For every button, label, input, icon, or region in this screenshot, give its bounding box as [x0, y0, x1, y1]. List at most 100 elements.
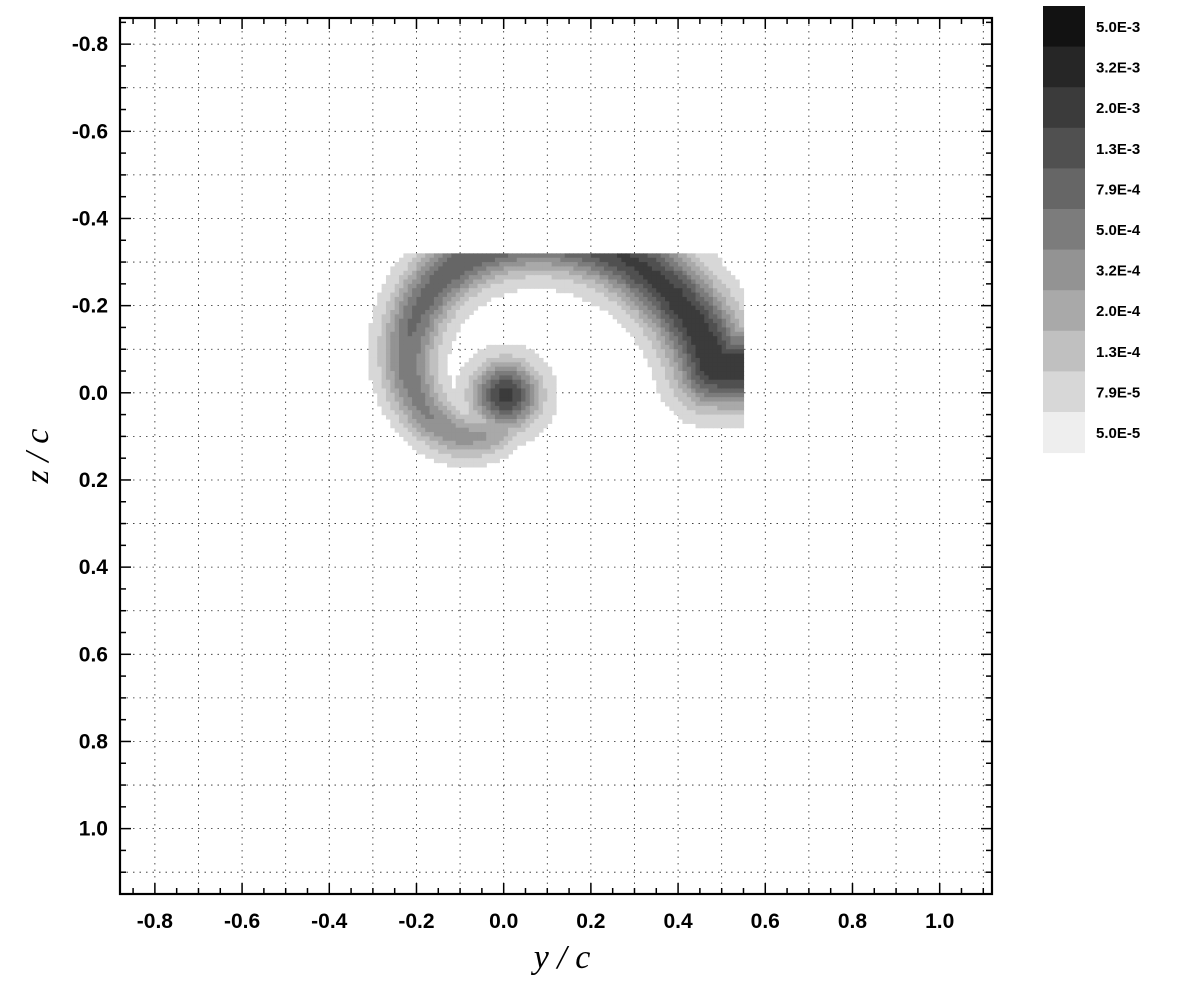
field-cell	[521, 371, 527, 376]
field-cell	[442, 362, 448, 368]
field-cell	[433, 405, 439, 411]
field-cell	[734, 340, 740, 346]
x-tick-label: 0.0	[489, 910, 518, 933]
field-cell	[403, 344, 409, 350]
field-cell	[699, 344, 705, 350]
field-cell	[368, 327, 374, 333]
field-cell	[699, 331, 705, 337]
field-cell	[486, 401, 492, 407]
field-cell	[412, 366, 418, 372]
field-cell	[586, 270, 592, 276]
field-cell	[508, 432, 513, 437]
field-cell	[451, 405, 457, 411]
field-cell	[486, 388, 492, 394]
field-cell	[699, 283, 705, 289]
field-cell	[429, 392, 435, 398]
field-cell	[521, 366, 527, 372]
field-cell	[678, 401, 684, 407]
field-cell	[538, 257, 544, 263]
field-cell	[621, 262, 627, 268]
colorbar-level-label: 5.0E-4	[1096, 222, 1141, 239]
field-cell	[416, 318, 422, 324]
field-cell	[678, 257, 684, 263]
field-cell	[617, 292, 622, 298]
field-cell	[433, 327, 439, 333]
field-cell	[377, 397, 383, 403]
field-cell	[669, 405, 675, 411]
field-cell	[651, 336, 657, 342]
field-cell	[464, 292, 470, 298]
field-cell	[542, 375, 548, 381]
field-cell	[564, 266, 570, 272]
field-cell	[433, 301, 439, 307]
field-cell	[412, 288, 418, 294]
field-cell	[708, 362, 714, 368]
field-cell	[512, 349, 518, 355]
field-cell	[512, 257, 518, 263]
field-cell	[372, 305, 378, 311]
field-cell	[447, 253, 452, 259]
field-cell	[481, 275, 487, 281]
field-cell	[717, 283, 723, 289]
field-cell	[508, 362, 513, 368]
field-cell	[455, 384, 461, 390]
field-cell	[547, 388, 553, 394]
field-cell	[603, 301, 609, 307]
field-cell	[447, 449, 452, 455]
field-cell	[403, 375, 409, 381]
field-cell	[477, 440, 483, 446]
field-cell	[464, 405, 470, 411]
field-cell	[473, 262, 479, 268]
field-cell	[425, 301, 431, 307]
field-cell	[582, 288, 588, 294]
field-cell	[499, 279, 505, 285]
field-cell	[460, 384, 466, 390]
field-cell	[447, 458, 452, 464]
field-cell	[660, 279, 666, 285]
field-cell	[569, 288, 575, 294]
field-cell	[490, 405, 496, 411]
field-cell	[630, 288, 636, 294]
field-cell	[556, 275, 561, 281]
field-cell	[381, 331, 387, 337]
field-cell	[542, 414, 548, 420]
field-cell	[486, 296, 492, 302]
field-cell	[407, 283, 413, 289]
field-cell	[538, 379, 544, 385]
field-cell	[372, 379, 378, 385]
field-cell	[455, 296, 461, 302]
field-cell	[377, 344, 383, 350]
field-cell	[678, 283, 684, 289]
field-cell	[433, 318, 439, 324]
field-cell	[673, 292, 679, 298]
field-cell	[739, 371, 745, 376]
field-cell	[390, 397, 396, 403]
field-cell	[634, 336, 640, 342]
field-cell	[691, 366, 697, 372]
field-cell	[416, 314, 422, 320]
field-cell	[512, 397, 518, 403]
field-cell	[682, 392, 688, 398]
field-cell	[394, 296, 400, 302]
field-cell	[577, 253, 583, 259]
field-cell	[416, 371, 422, 376]
field-cell	[372, 336, 378, 342]
field-cell	[730, 371, 736, 376]
field-cell	[721, 379, 727, 385]
field-cell	[542, 366, 548, 372]
field-cell	[621, 314, 627, 320]
field-cell	[660, 357, 666, 363]
field-cell	[577, 292, 583, 298]
field-cell	[673, 257, 679, 263]
field-cell	[669, 327, 675, 333]
field-cell	[455, 405, 461, 411]
field-cell	[494, 279, 500, 285]
field-cell	[490, 279, 496, 285]
field-cell	[599, 275, 605, 281]
field-cell	[451, 305, 457, 311]
field-cell	[542, 384, 548, 390]
field-cell	[704, 375, 710, 381]
field-cell	[612, 301, 618, 307]
field-cell	[534, 279, 540, 285]
field-cell	[377, 392, 383, 398]
